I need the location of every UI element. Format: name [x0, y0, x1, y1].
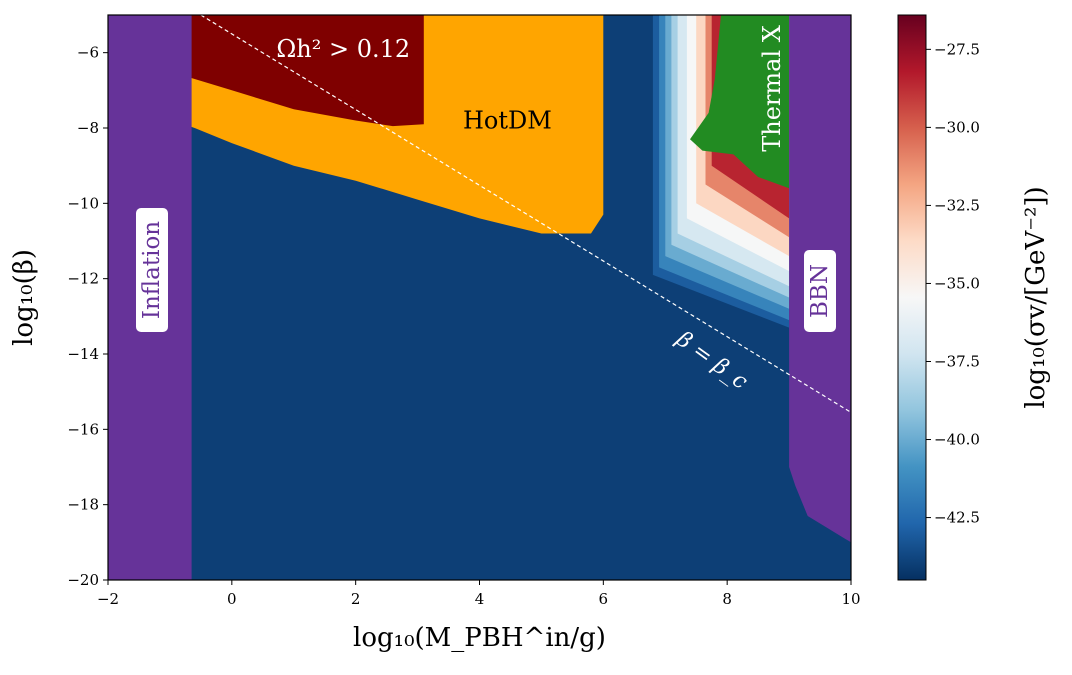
y-tick-label: −16	[67, 420, 99, 438]
x-axis-label: log₁₀(M_PBH^in/g)	[353, 623, 606, 653]
thermal-x-region	[690, 15, 790, 189]
x-tick-label: 8	[722, 590, 732, 608]
y-tick-label: −18	[67, 496, 99, 514]
y-tick-label: −6	[77, 44, 99, 62]
y-tick-label: −20	[67, 571, 99, 589]
bbn-label-box	[804, 250, 836, 332]
colorbar-tick-label: −30.0	[934, 118, 980, 136]
colorbar-tick-label: −32.5	[934, 196, 980, 214]
x-tick-label: 10	[841, 590, 860, 608]
colorbar-tick-label: −40.0	[934, 431, 980, 449]
x-tick-label: 4	[475, 590, 485, 608]
y-tick-label: −12	[67, 270, 99, 288]
y-tick-label: −14	[67, 345, 99, 363]
beta-c-line	[200, 15, 851, 413]
x-tick-label: 0	[227, 590, 237, 608]
y-tick-label: −8	[77, 119, 99, 137]
x-tick-label: 2	[351, 590, 361, 608]
colorbar	[897, 14, 927, 581]
inflation-label-box	[136, 208, 168, 332]
thermal-x-label: Thermal X	[758, 25, 786, 152]
colorbar-tick-label: −27.5	[934, 40, 980, 58]
x-tick-label: 6	[599, 590, 609, 608]
y-axis-label: log₁₀(β)	[9, 249, 39, 346]
y-tick-label: −10	[67, 194, 99, 212]
overclosure-label: Ωh² > 0.12	[276, 35, 410, 63]
colorbar-tick-label: −42.5	[934, 509, 980, 527]
hotdm-label: HotDM	[463, 107, 552, 135]
inflation-label: Inflation	[139, 221, 165, 319]
x-tick-label: −2	[97, 590, 119, 608]
plot-area	[108, 15, 851, 580]
colorbar-label: log₁₀(σv/[GeV⁻²])	[1021, 186, 1051, 408]
colorbar-tick-label: −37.5	[934, 352, 980, 370]
colorbar-tick-label: −35.0	[934, 274, 980, 292]
bbn-label: BBN	[807, 264, 833, 318]
